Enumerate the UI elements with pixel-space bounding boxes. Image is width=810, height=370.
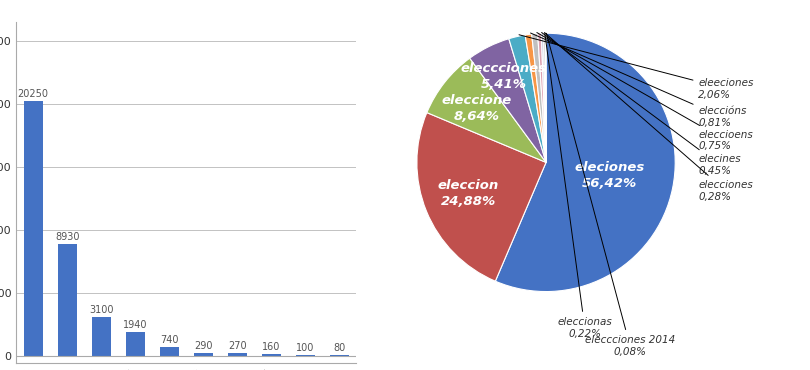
Wedge shape [544, 33, 546, 162]
Wedge shape [470, 39, 546, 162]
Text: eleccciones 2014
0,08%: eleccciones 2014 0,08% [547, 33, 675, 357]
Bar [58, 244, 77, 356]
Text: 3100: 3100 [89, 305, 113, 315]
Wedge shape [427, 58, 546, 162]
Wedge shape [541, 33, 546, 162]
Wedge shape [531, 34, 546, 162]
Bar [126, 332, 145, 356]
Wedge shape [525, 34, 546, 162]
Text: eleccionas
0,22%: eleccionas 0,22% [545, 33, 612, 339]
Text: 290: 290 [194, 341, 212, 351]
Text: eleccione
8,64%: eleccione 8,64% [442, 94, 512, 122]
Text: 160: 160 [262, 342, 280, 352]
Bar [160, 347, 179, 356]
Bar [228, 353, 247, 356]
Text: eleccións
0,81%: eleccións 0,81% [531, 33, 747, 128]
Wedge shape [538, 33, 546, 162]
Bar [23, 101, 43, 356]
Bar [330, 355, 349, 356]
Text: 270: 270 [228, 341, 246, 351]
Text: eleccciones
5,41%: eleccciones 5,41% [460, 62, 547, 91]
Wedge shape [417, 112, 546, 281]
Bar [92, 317, 111, 356]
Text: 8930: 8930 [55, 232, 79, 242]
Text: elecines
0,45%: elecines 0,45% [542, 33, 741, 176]
Text: 20250: 20250 [18, 89, 49, 99]
Text: 80: 80 [333, 343, 346, 353]
Wedge shape [509, 35, 546, 162]
Bar [262, 354, 281, 356]
Text: eleccion
24,88%: eleccion 24,88% [437, 179, 499, 208]
Text: 740: 740 [160, 335, 178, 345]
Text: eleccioens
0,75%: eleccioens 0,75% [537, 33, 753, 151]
Text: 1940: 1940 [123, 320, 147, 330]
Bar [194, 353, 213, 356]
Text: 100: 100 [296, 343, 314, 353]
Wedge shape [496, 33, 676, 292]
Bar [296, 355, 315, 356]
Text: elecciones
0,28%: elecciones 0,28% [544, 33, 753, 202]
Text: eleciones
56,42%: eleciones 56,42% [574, 161, 645, 190]
Text: eleeciones
2,06%: eleeciones 2,06% [519, 35, 754, 100]
